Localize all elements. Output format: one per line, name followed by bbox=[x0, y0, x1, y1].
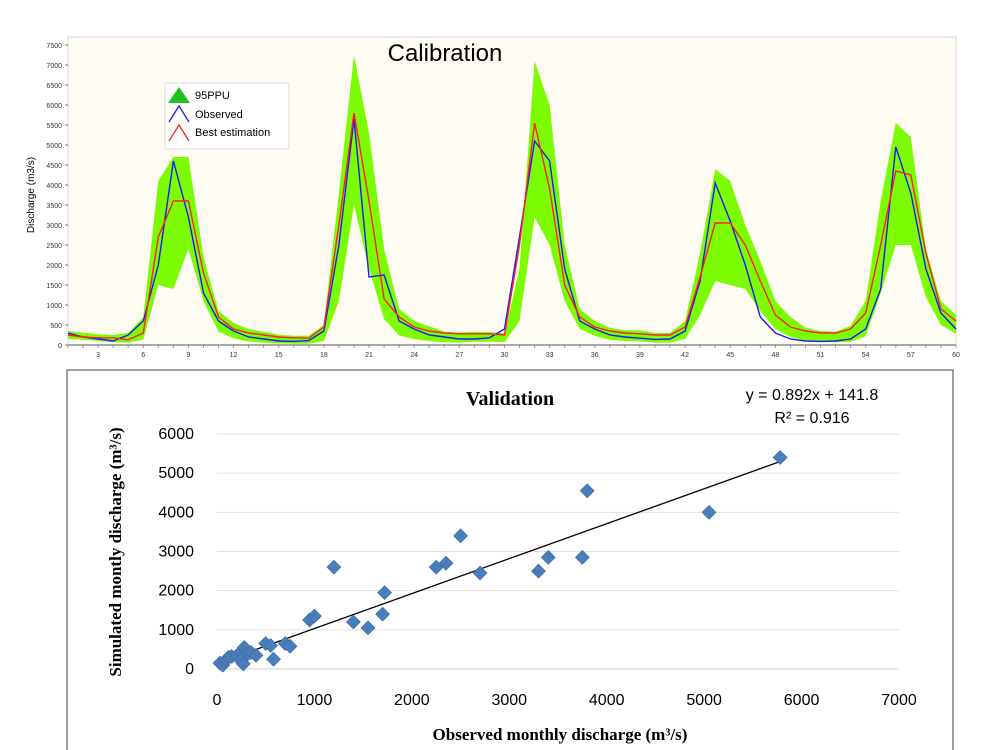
legend-observed-icon bbox=[168, 104, 190, 123]
calibration-chart: 0 500 1000 1500 2000 2500 3000 3500 4000 4500 5000… bbox=[26, 36, 960, 359]
scatter-point bbox=[326, 559, 342, 575]
calibration-title: Calibration bbox=[388, 40, 503, 67]
calibration-x-tick-label: 21 bbox=[365, 352, 373, 359]
calibration-x-tick-label: 6 bbox=[141, 352, 145, 359]
95ppu-band bbox=[68, 55, 956, 344]
scatter-point bbox=[282, 638, 298, 654]
calibration-y-tick-label: 5000 bbox=[46, 143, 62, 150]
legend-best-estimation-label: Best estimation bbox=[195, 127, 270, 139]
scatter-point bbox=[377, 585, 393, 601]
calibration-x-tick-label: 54 bbox=[862, 352, 870, 359]
calibration-y-tick-label: 2500 bbox=[46, 243, 62, 250]
scatter-point bbox=[263, 638, 279, 653]
calibration-x-tick-label: 18 bbox=[320, 352, 328, 359]
scatter-point bbox=[360, 620, 376, 636]
calibration-y-axis: 0 500 1000 1500 2000 2500 3000 3500 4000 4500 5000… bbox=[46, 43, 68, 350]
scatter-point bbox=[574, 549, 590, 565]
calibration-y-tick-label: 1500 bbox=[46, 283, 62, 290]
scatter-point bbox=[307, 608, 322, 624]
legend-observed-label: Observed bbox=[195, 109, 243, 121]
calibration-y-tick-label: 4000 bbox=[46, 183, 62, 190]
validation-y-tick-label: 2000 bbox=[158, 583, 194, 600]
calibration-x-tick-label: 60 bbox=[952, 352, 960, 359]
calibration-y-tick-label: 6500 bbox=[46, 83, 62, 90]
scatter-point bbox=[579, 483, 595, 499]
validation-y-axis-label: Simulated montly discharge (m³/s) bbox=[106, 427, 125, 676]
calibration-x-tick-label: 15 bbox=[275, 352, 283, 359]
calibration-x-tick-label: 51 bbox=[817, 352, 825, 359]
legend-best-estimation-icon bbox=[168, 123, 190, 142]
validation-x-tick-label: 3000 bbox=[491, 692, 527, 709]
scatter-point bbox=[472, 565, 488, 581]
validation-gridlines bbox=[217, 433, 899, 670]
calibration-x-tick-label: 30 bbox=[501, 352, 509, 359]
scatter-point bbox=[453, 528, 468, 544]
calibration-y-tick-label: 4500 bbox=[46, 163, 62, 170]
calibration-y-axis-label: Discharge (m3/s) bbox=[26, 157, 37, 233]
observed-series-line bbox=[67, 118, 957, 343]
calibration-y-tick-label: 7500 bbox=[46, 43, 62, 50]
validation-y-tick-label: 1000 bbox=[158, 622, 194, 639]
calibration-x-tick-label: 57 bbox=[907, 352, 915, 359]
validation-y-tick-label: 0 bbox=[185, 661, 194, 678]
validation-x-tick-label: 6000 bbox=[784, 692, 820, 709]
calibration-y-tick-label: 3500 bbox=[46, 203, 62, 210]
calibration-x-tick-label: 12 bbox=[230, 352, 238, 359]
best-estimation-series-line bbox=[67, 112, 957, 341]
scatter-point bbox=[772, 450, 788, 465]
validation-x-axis: 0 1000 2000 3000 4000 5000 6000 7000 bbox=[213, 692, 917, 709]
r-squared-label: R² = 0.916 bbox=[774, 410, 849, 427]
calibration-x-tick-label: 39 bbox=[636, 352, 644, 359]
legend-95ppu-label: 95PPU bbox=[195, 90, 230, 102]
validation-y-tick-label: 3000 bbox=[158, 544, 194, 561]
calibration-x-tick-label: 36 bbox=[591, 352, 599, 359]
calibration-x-tick-label: 9 bbox=[186, 352, 190, 359]
validation-x-tick-label: 4000 bbox=[589, 692, 625, 709]
validation-y-tick-label: 6000 bbox=[158, 426, 194, 443]
calibration-x-tick-label: 48 bbox=[771, 352, 779, 359]
validation-x-tick-label: 5000 bbox=[686, 692, 722, 709]
scatter-point bbox=[531, 563, 546, 579]
scatter-point bbox=[266, 651, 281, 667]
validation-frame bbox=[66, 369, 954, 750]
calibration-x-tick-label: 27 bbox=[455, 352, 463, 359]
validation-y-tick-label: 5000 bbox=[158, 465, 194, 482]
validation-x-tick-label: 0 bbox=[213, 692, 222, 709]
calibration-y-tick-label: 500 bbox=[50, 323, 62, 330]
scatter-point bbox=[438, 555, 454, 571]
scatter-point bbox=[345, 614, 361, 630]
scatter-point bbox=[701, 504, 717, 520]
validation-y-axis: 0 1000 2000 3000 4000 5000 6000 bbox=[158, 426, 194, 678]
calibration-y-tick-label: 5500 bbox=[46, 123, 62, 130]
calibration-x-tick-label: 45 bbox=[726, 352, 734, 359]
validation-x-axis-label: Observed monthly discharge (m³/s) bbox=[433, 725, 688, 744]
legend-95ppu-icon bbox=[168, 87, 190, 103]
calibration-y-tick-label: 0 bbox=[58, 343, 62, 350]
validation-title: Validation bbox=[466, 388, 554, 410]
calibration-x-tick-label: 42 bbox=[681, 352, 689, 359]
scatter-point bbox=[375, 606, 391, 622]
calibration-x-tick-label: 33 bbox=[546, 352, 554, 359]
scatter-point bbox=[248, 647, 264, 663]
validation-y-tick-label: 4000 bbox=[158, 504, 194, 521]
calibration-y-tick-label: 6000 bbox=[46, 103, 62, 110]
validation-x-tick-label: 1000 bbox=[297, 692, 333, 709]
calibration-x-tick-label: 24 bbox=[410, 352, 418, 359]
trendline bbox=[218, 460, 781, 664]
calibration-y-tick-label: 2000 bbox=[46, 263, 62, 270]
validation-points bbox=[212, 450, 788, 673]
calibration-legend: 95PPU Observed Best estimation bbox=[164, 82, 290, 150]
regression-equation: y = 0.892x + 141.8 bbox=[746, 387, 879, 404]
calibration-y-tick-label: 1000 bbox=[46, 303, 62, 310]
calibration-y-tick-label: 3000 bbox=[46, 223, 62, 230]
calibration-x-tick-label: 3 bbox=[96, 352, 100, 359]
calibration-y-tick-label: 7000 bbox=[46, 63, 62, 70]
scatter-point bbox=[235, 656, 251, 672]
validation-x-tick-label: 2000 bbox=[394, 692, 430, 709]
scatter-point bbox=[540, 549, 556, 565]
calibration-x-axis: 3 6 9 12 15 18 21 24 27 30 33 36 39 42 45 48 51 54 57 60 bbox=[67, 345, 960, 359]
validation-x-tick-label: 7000 bbox=[881, 692, 917, 709]
